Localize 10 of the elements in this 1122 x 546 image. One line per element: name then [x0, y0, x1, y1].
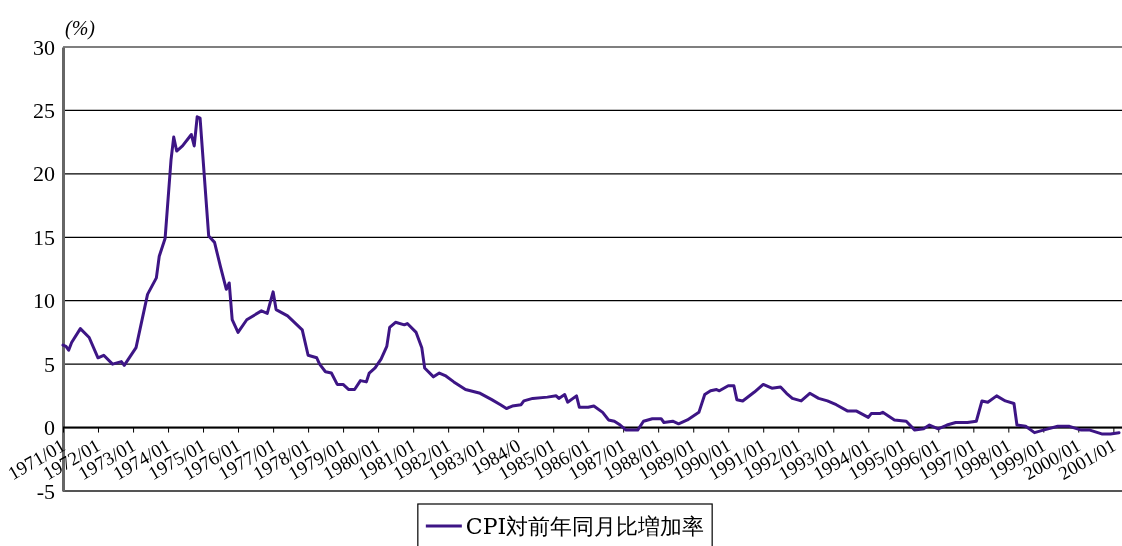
y-tick-label: 5	[44, 351, 55, 377]
y-tick-label: 15	[33, 224, 55, 250]
y-tick-label: 20	[33, 161, 55, 187]
y-axis-title: (%)	[65, 17, 96, 40]
line-series	[61, 115, 1121, 436]
y-tick-label: 30	[33, 34, 55, 60]
y-tick-label: 25	[33, 97, 55, 123]
legend-label: CPI対前年同月比増加率	[465, 513, 705, 539]
y-tick-label: 0	[44, 415, 55, 441]
y-tick-label: 10	[33, 288, 55, 314]
